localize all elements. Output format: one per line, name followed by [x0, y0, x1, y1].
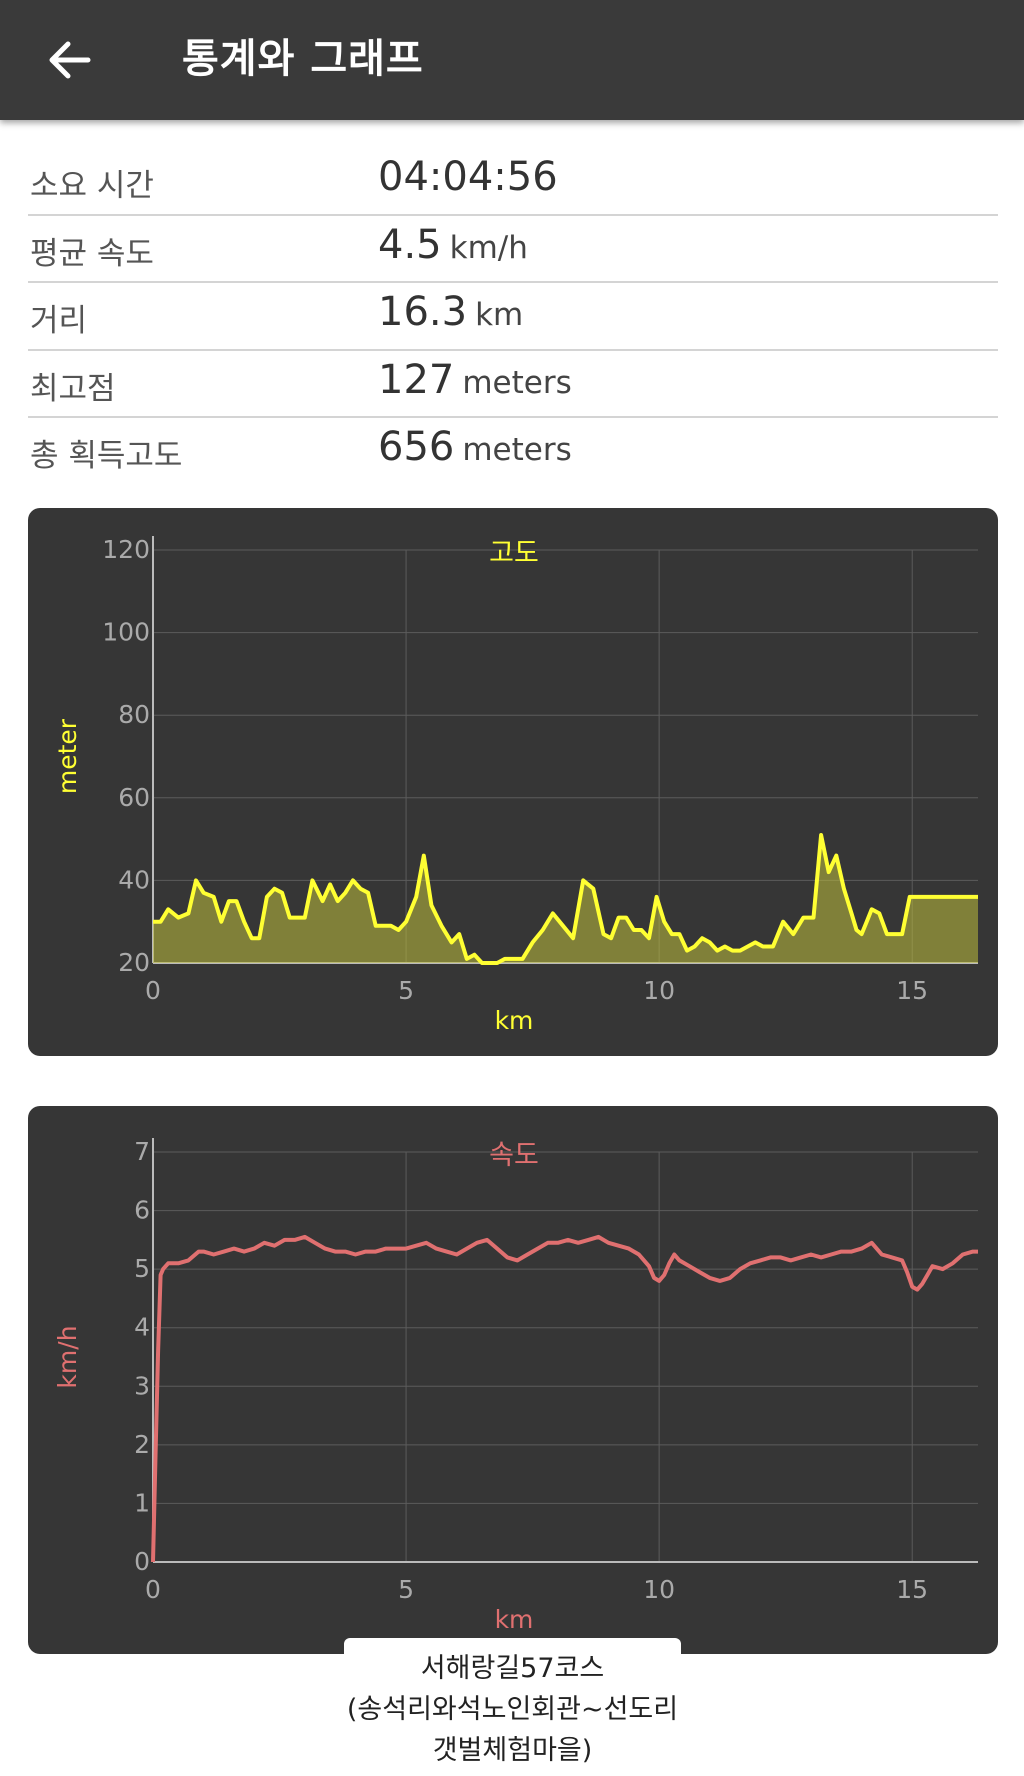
y-tick-label: 1	[134, 1488, 150, 1517]
stat-number: 16.3	[378, 289, 468, 335]
stat-number: 04:04:56	[378, 154, 558, 200]
stat-number: 127	[378, 356, 455, 403]
x-tick-label: 10	[643, 976, 675, 1005]
y-tick-label: 40	[118, 865, 150, 894]
elevation-chart-card: 20 40 60 80 100 120 0 5 10 15 고도 km meter	[28, 508, 998, 1056]
stat-label: 총 획득고도	[30, 438, 183, 474]
stat-value: 656 meters	[378, 424, 572, 470]
y-tick-label: 60	[118, 783, 150, 812]
y-tick-label: 100	[102, 618, 150, 647]
y-tick-label: 20	[118, 948, 150, 977]
stat-unit: km/h	[449, 229, 528, 266]
x-tick-label: 15	[896, 1575, 928, 1604]
y-tick-label: 5	[134, 1254, 150, 1283]
app-bar: 통계와 그래프	[0, 0, 1024, 120]
chart-title: 고도	[489, 538, 539, 569]
stat-unit: meters	[462, 432, 572, 468]
y-axis-label: km/h	[53, 1325, 82, 1388]
arrow-left-icon	[49, 41, 91, 79]
stat-label: 최고점	[30, 370, 116, 407]
x-axis-label: km	[495, 1006, 534, 1035]
y-tick-label: 0	[134, 1547, 150, 1576]
stat-row-duration: 소요 시간 04:04:56	[28, 148, 998, 216]
stat-row-average-speed: 평균 속도 4.5 km/h	[28, 216, 998, 283]
stat-label: 평균 속도	[30, 235, 154, 272]
series-line	[151, 1234, 978, 1563]
stat-row-total-ascent: 총 획득고도 656 meters	[28, 418, 998, 486]
speed-chart: 0 1 2 3 4 5 6 7 0 5 10 15 속도 km km/h	[53, 1137, 978, 1634]
y-axis-label: meter	[53, 718, 82, 794]
stat-value: 16.3 km	[378, 289, 523, 335]
series-line	[153, 833, 978, 965]
stat-row-distance: 거리 16.3 km	[28, 283, 998, 351]
x-tick-label: 15	[896, 976, 928, 1005]
stat-value: 04:04:56	[378, 154, 558, 200]
stat-value: 4.5 km/h	[378, 222, 528, 268]
y-tick-label: 7	[134, 1137, 150, 1166]
x-tick-label: 0	[145, 976, 161, 1005]
y-tick-label: 120	[102, 535, 150, 564]
y-tick-label: 6	[134, 1196, 150, 1225]
stat-number: 4.5	[378, 221, 442, 268]
y-tick-label: 4	[134, 1313, 150, 1342]
elevation-chart: 20 40 60 80 100 120 0 5 10 15 고도 km meter	[53, 535, 978, 1035]
chart-title: 속도	[489, 1140, 539, 1171]
y-tick-label: 2	[134, 1430, 150, 1459]
stat-unit: km	[475, 297, 524, 333]
stat-unit: meters	[462, 364, 572, 401]
page-title: 통계와 그래프	[182, 36, 424, 82]
stat-value: 127 meters	[378, 357, 572, 403]
x-tick-label: 0	[145, 1575, 161, 1604]
caption-line: 서해랑길57코스	[420, 1653, 605, 1684]
stat-number: 656	[378, 424, 455, 470]
x-tick-label: 5	[398, 1575, 414, 1604]
caption-line: 갯벌체험마을)	[432, 1735, 593, 1766]
stat-row-highest-point: 최고점 127 meters	[28, 351, 998, 418]
y-tick-label: 3	[134, 1371, 150, 1400]
caption-line: (송석리와석노인회관~선도리	[346, 1694, 679, 1725]
x-tick-label: 5	[398, 976, 414, 1005]
stat-label: 소요 시간	[30, 168, 154, 204]
x-axis-label: km	[495, 1605, 534, 1634]
route-caption: 서해랑길57코스 (송석리와석노인회관~선도리 갯벌체험마을)	[344, 1638, 681, 1776]
stat-label: 거리	[30, 303, 88, 339]
stats-list: 소요 시간 04:04:56 평균 속도 4.5 km/h 거리 16.3 km 최…	[28, 148, 998, 486]
x-tick-label: 10	[643, 1575, 675, 1604]
y-tick-label: 80	[118, 700, 150, 729]
area-fill	[153, 835, 978, 963]
speed-chart-card: 0 1 2 3 4 5 6 7 0 5 10 15 속도 km km/h	[28, 1106, 998, 1654]
back-button[interactable]	[28, 22, 112, 98]
